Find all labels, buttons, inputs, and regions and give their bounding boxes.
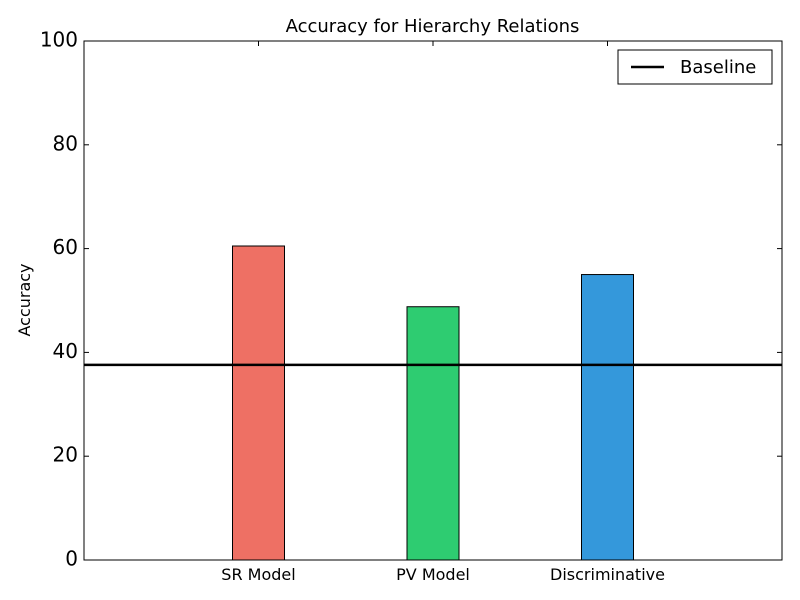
bar-discriminative [581, 274, 634, 561]
y-tick-label: 60 [53, 235, 78, 259]
x-tick-label: SR Model [221, 565, 295, 584]
chart-title: Accuracy for Hierarchy Relations [286, 16, 580, 37]
axis-ticks: 0 20 40 60 80 100 SR Model PV Model Discriminati… [40, 28, 782, 584]
y-axis-label: Accuracy [15, 263, 34, 336]
legend: Baseline [617, 49, 773, 85]
legend-baseline-label: Baseline [680, 57, 756, 78]
y-tick-label: 40 [53, 339, 78, 363]
y-tick-label: 0 [65, 547, 78, 571]
bar-sr-model [232, 245, 285, 561]
plot-area-frame [83, 40, 783, 561]
y-tick-label: 20 [53, 443, 78, 467]
x-tick-label: Discriminative [550, 565, 665, 584]
y-tick-label: 80 [53, 131, 78, 155]
bar-pv-model [406, 306, 460, 561]
bars [232, 245, 634, 561]
y-tick-label: 100 [40, 28, 78, 52]
x-tick-label: PV Model [396, 565, 470, 584]
